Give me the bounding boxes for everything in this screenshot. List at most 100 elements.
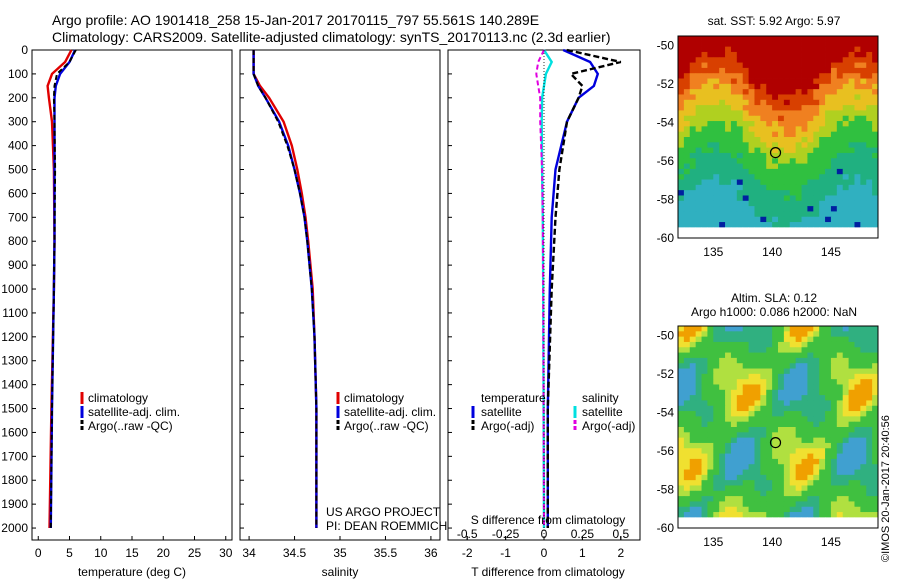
- map-cell: [819, 427, 826, 433]
- map-cell: [736, 78, 744, 85]
- map-cell: [807, 512, 814, 518]
- map-cell: [695, 469, 702, 476]
- map-cell: [813, 432, 820, 439]
- map-cell: [866, 517, 873, 524]
- map-cell: [778, 480, 785, 486]
- map-cell: [854, 184, 861, 191]
- map-cell: [854, 137, 861, 143]
- map-cell: [766, 416, 773, 423]
- map-cell: [801, 400, 808, 407]
- map-cell: [689, 336, 697, 343]
- map-cell: [772, 512, 779, 518]
- map-cell: [748, 78, 755, 85]
- map-cell: [730, 357, 738, 364]
- map-cell: [848, 184, 855, 191]
- map-cell: [872, 131, 879, 138]
- map-cell: [678, 368, 685, 375]
- map-cell: [807, 184, 814, 191]
- map-cell: [713, 427, 720, 433]
- map-cell: [854, 395, 861, 401]
- map-cell: [689, 206, 697, 212]
- x-tick-label: 15: [125, 546, 139, 560]
- map-cell: [848, 179, 855, 186]
- map-cell: [678, 73, 685, 79]
- map-cell: [872, 232, 879, 239]
- map-cell: [801, 427, 808, 433]
- map-cell: [830, 179, 838, 186]
- map-cell: [678, 195, 685, 202]
- map-cell: [695, 99, 702, 106]
- map-cell: [842, 411, 849, 417]
- map-cell: [742, 490, 749, 497]
- map-cell: [689, 368, 697, 375]
- map-cell: [825, 389, 832, 396]
- map-cell: [778, 352, 785, 359]
- map-cell: [813, 179, 820, 186]
- map-cell: [789, 216, 797, 223]
- map-cell: [836, 405, 844, 412]
- map-cell: [866, 352, 873, 359]
- map-cell: [836, 474, 844, 481]
- map-cell: [819, 195, 826, 202]
- map-cell: [854, 458, 861, 465]
- map-cell: [813, 211, 820, 218]
- map-cell: [754, 232, 761, 239]
- map-cell: [719, 421, 726, 428]
- map-cell: [801, 331, 808, 338]
- map-cell: [825, 458, 832, 465]
- depth-tick-label: 300: [8, 115, 28, 129]
- map-cell: [713, 379, 720, 385]
- map-cell: [819, 522, 826, 529]
- map-cell: [689, 400, 697, 407]
- map-cell: [830, 137, 838, 143]
- map-cell: [683, 522, 691, 529]
- map-cell: [730, 51, 738, 58]
- map-cell: [854, 36, 861, 42]
- map-cell: [678, 147, 685, 154]
- map-cell: [842, 347, 849, 353]
- map-cell: [813, 389, 820, 396]
- map-cell: [825, 62, 832, 69]
- map-cell: [807, 458, 814, 465]
- map-cell: [860, 506, 867, 513]
- map-cell: [683, 326, 691, 332]
- map-cell: [730, 442, 738, 449]
- map-cell: [748, 46, 755, 53]
- map-cell: [772, 216, 779, 223]
- map-cell: [872, 389, 879, 396]
- map-cell: [748, 512, 755, 518]
- map-cell: [836, 352, 844, 359]
- map-cell: [866, 200, 873, 207]
- map-cell: [860, 163, 867, 170]
- map-cell: [689, 432, 697, 439]
- map-x-tick: 140: [762, 535, 782, 549]
- map-cell: [748, 137, 755, 143]
- map-cell: [748, 405, 755, 412]
- map-cell: [807, 195, 814, 202]
- map-cell: [836, 395, 844, 401]
- credit-pi: PI: DEAN ROEMMICH: [326, 519, 447, 533]
- map-cell: [748, 437, 755, 444]
- map-cell: [713, 73, 720, 79]
- map-cell: [725, 195, 732, 202]
- map-cell: [801, 432, 808, 439]
- map-cell: [860, 142, 867, 149]
- map-cell: [854, 373, 861, 380]
- map-cell: [725, 427, 732, 433]
- map-cell: [813, 326, 820, 332]
- map-cell: [725, 341, 732, 348]
- map-cell: [707, 131, 714, 138]
- map-cell: [772, 142, 779, 149]
- map-cell: [701, 195, 708, 202]
- map-cell: [801, 227, 808, 234]
- map-cell: [854, 405, 861, 412]
- map-cell: [801, 110, 808, 117]
- map-cell: [689, 67, 697, 74]
- map-cell: [848, 110, 855, 117]
- map-cell: [754, 57, 761, 63]
- map-cell: [719, 195, 726, 202]
- map-cell: [689, 222, 697, 228]
- map-cell: [748, 126, 755, 133]
- map-cell: [854, 506, 861, 513]
- map-cell: [789, 89, 797, 95]
